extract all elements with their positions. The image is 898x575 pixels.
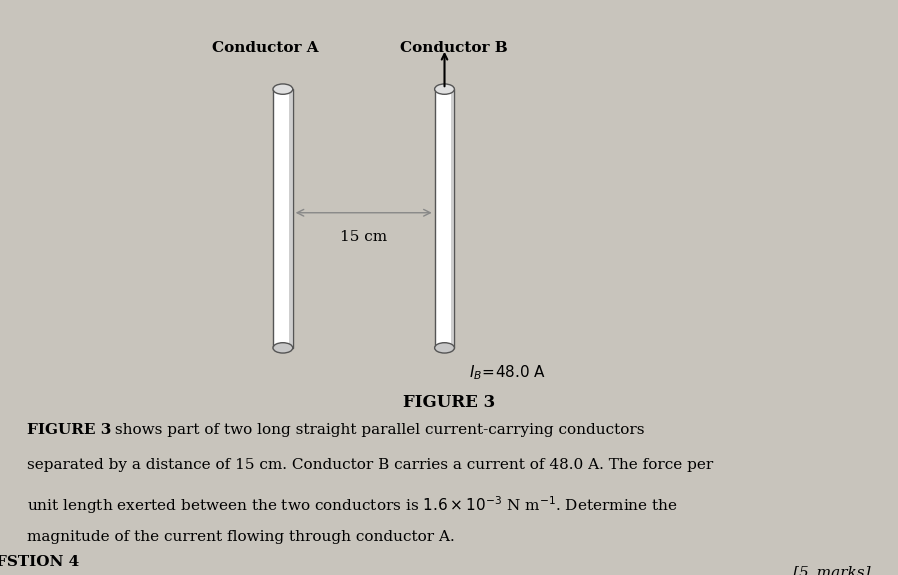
Text: separated by a distance of 15 cm. Conductor B carries a current of 48.0 A. The f: separated by a distance of 15 cm. Conduc… — [27, 458, 713, 472]
Ellipse shape — [435, 84, 454, 94]
Ellipse shape — [273, 343, 293, 353]
Text: FIGURE 3: FIGURE 3 — [27, 423, 111, 436]
Bar — [273, 89, 293, 348]
Text: 15 cm: 15 cm — [340, 230, 387, 244]
Text: FSTION 4: FSTION 4 — [0, 555, 79, 569]
Ellipse shape — [273, 84, 293, 94]
Text: unit length exerted between the two conductors is $1.6\times10^{-3}$ N m$^{-1}$.: unit length exerted between the two cond… — [27, 494, 678, 516]
Text: [5  marks]: [5 marks] — [794, 565, 871, 575]
Bar — [451, 89, 454, 348]
Bar — [435, 89, 454, 348]
Text: Conductor A: Conductor A — [212, 41, 318, 55]
Text: FIGURE 3: FIGURE 3 — [403, 394, 495, 411]
Text: magnitude of the current flowing through conductor A.: magnitude of the current flowing through… — [27, 530, 454, 543]
Text: Conductor B: Conductor B — [400, 41, 507, 55]
Bar — [289, 89, 293, 348]
Ellipse shape — [435, 343, 454, 353]
Text: $I_B\!=\!48.0\ \mathrm{A}$: $I_B\!=\!48.0\ \mathrm{A}$ — [469, 363, 546, 382]
Text: shows part of two long straight parallel current-carrying conductors: shows part of two long straight parallel… — [110, 423, 645, 436]
